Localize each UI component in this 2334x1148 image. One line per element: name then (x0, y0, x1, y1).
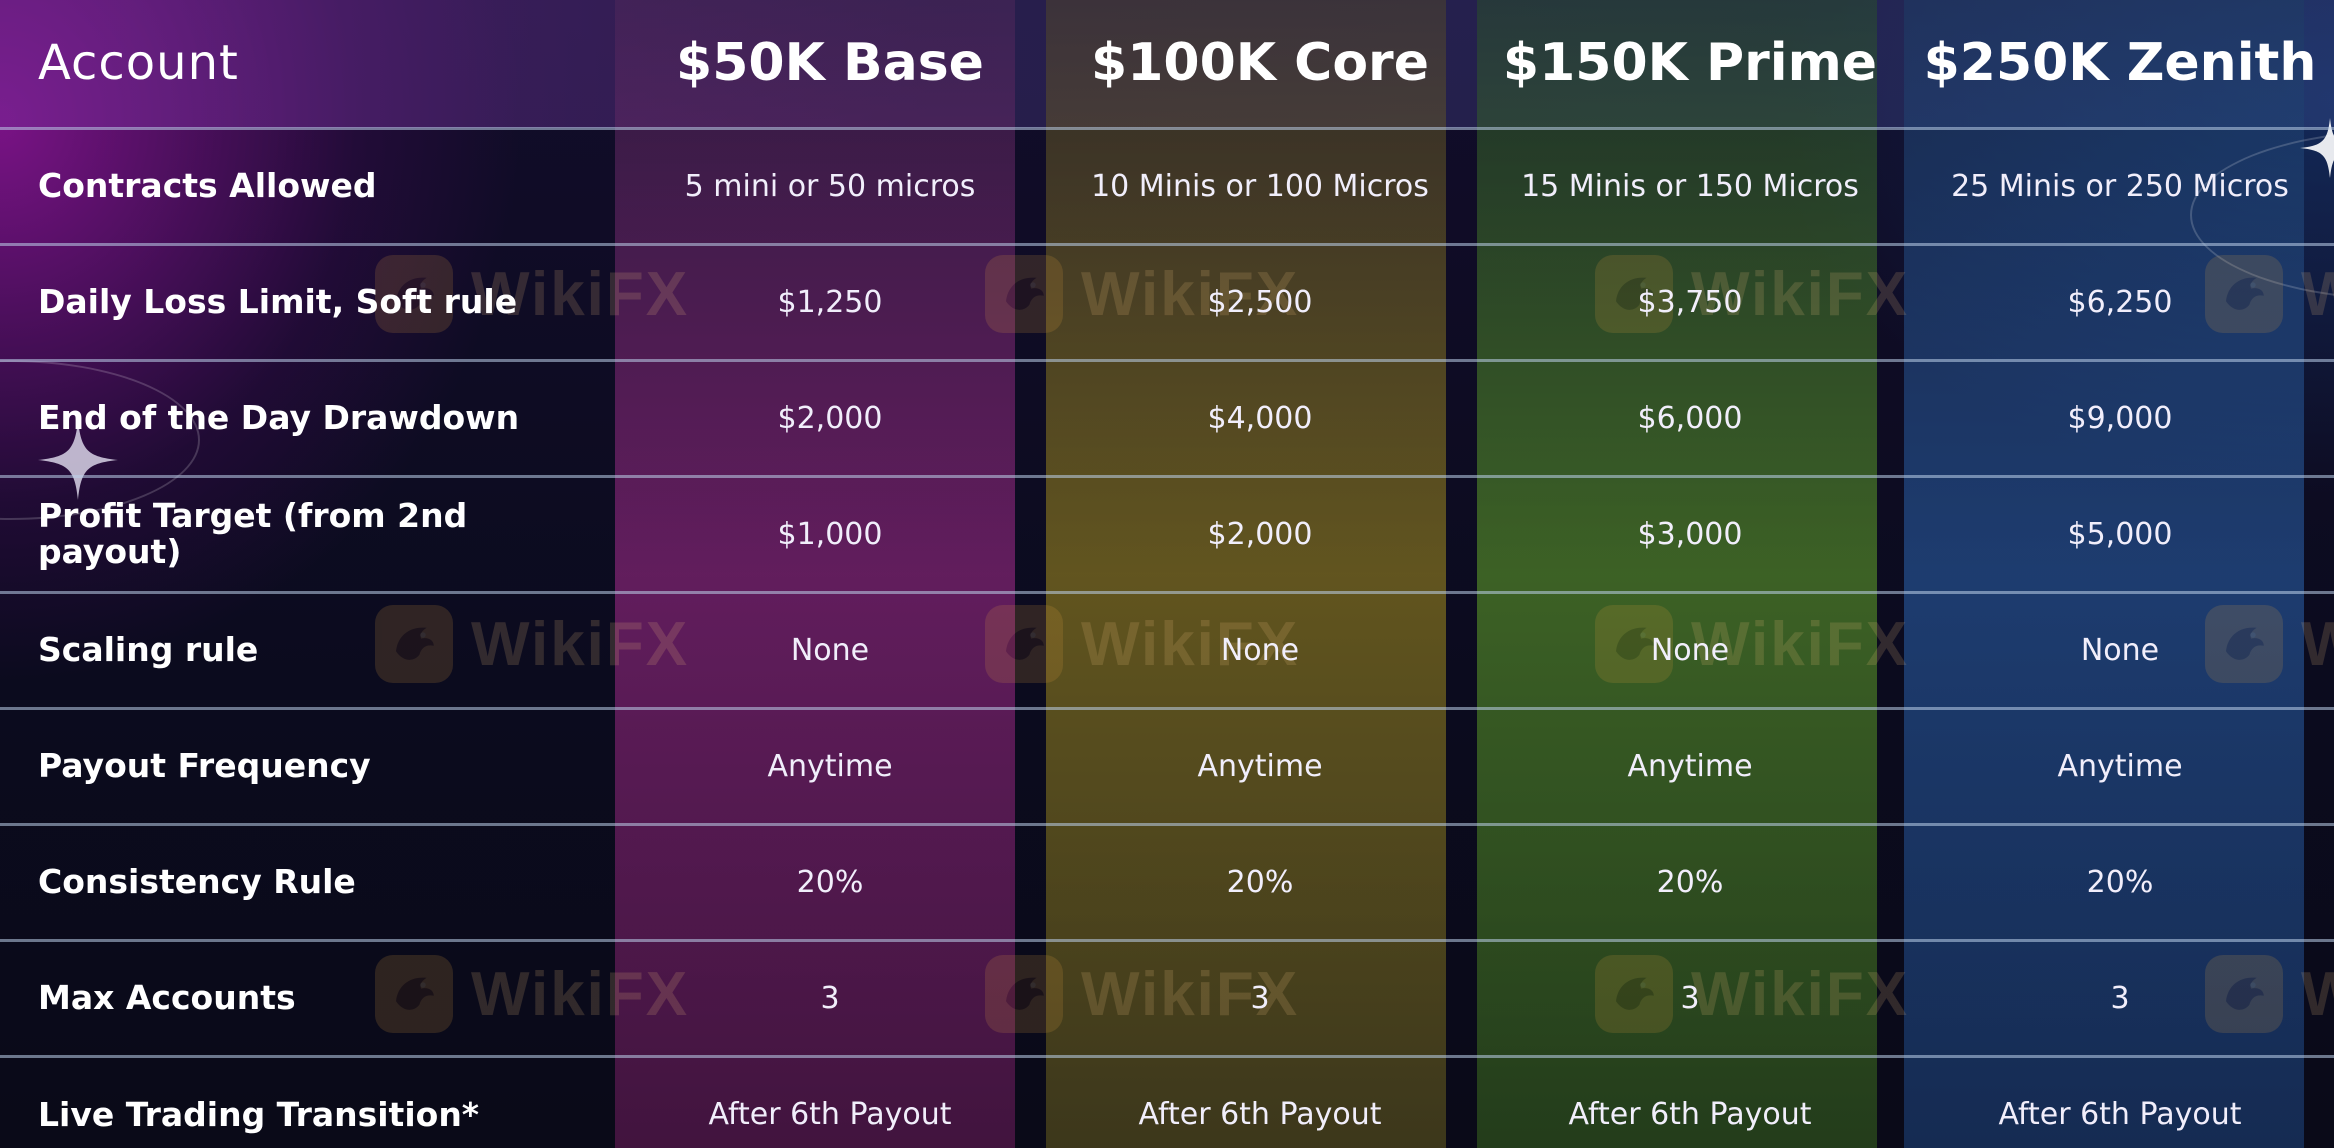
row-label-end-of-day-drawdown: End of the Day Drawdown (38, 398, 520, 437)
table-cell: $5,000 (2067, 516, 2173, 552)
column-band-core (1046, 0, 1446, 1148)
table-cell: $6,250 (2067, 284, 2173, 320)
table-cell: $1,000 (777, 516, 883, 552)
table-row: Consistency Rule 20% 20% 20% 20% (0, 824, 2334, 940)
row-label-contracts-allowed: Contracts Allowed (38, 166, 377, 205)
sparkle-icon (2300, 118, 2334, 178)
table-cell: 20% (796, 864, 864, 900)
table-cell: None (1650, 632, 1730, 668)
table-cell: $1,250 (777, 284, 883, 320)
plan-header-50k-base: $50K Base (676, 33, 984, 94)
table-cell: 20% (1656, 864, 1724, 900)
table-row: Live Trading Transition* After 6th Payou… (0, 1056, 2334, 1148)
row-label-live-trading-transition: Live Trading Transition* (38, 1094, 480, 1134)
table-cell: After 6th Payout (1998, 1097, 2242, 1133)
table-cell: Anytime (767, 748, 893, 784)
plan-header-250k-zenith: $250K Zenith (1923, 33, 2317, 94)
table-cell: Anytime (2057, 748, 2183, 784)
row-label-consistency-rule: Consistency Rule (38, 862, 356, 901)
plan-header-100k-core: $100K Core (1091, 33, 1429, 94)
plan-header-150k-prime: $150K Prime (1502, 33, 1878, 94)
account-column-header: Account (38, 35, 239, 92)
table-cell: 3 (2110, 980, 2130, 1016)
table-row: Contracts Allowed 5 mini or 50 micros 10… (0, 128, 2334, 244)
table-row: End of the Day Drawdown $2,000 $4,000 $6… (0, 360, 2334, 476)
column-band-prime (1477, 0, 1877, 1148)
table-cell: After 6th Payout (708, 1097, 952, 1133)
table-cell: After 6th Payout (1138, 1097, 1382, 1133)
table-cell: $6,000 (1637, 400, 1743, 436)
table-row: Daily Loss Limit, Soft rule $1,250 $2,50… (0, 244, 2334, 360)
sparkle-icon (38, 420, 118, 500)
table-cell: 3 (1250, 980, 1270, 1016)
table-cell: None (1220, 632, 1300, 668)
row-label-payout-frequency: Payout Frequency (38, 746, 371, 785)
table-row: Max Accounts 3 3 3 3 (0, 940, 2334, 1056)
table-cell: $4,000 (1207, 400, 1313, 436)
table-cell: $2,500 (1207, 284, 1313, 320)
table-cell: 3 (1680, 980, 1700, 1016)
table-cell: $9,000 (2067, 400, 2173, 436)
table-cell: $2,000 (777, 400, 883, 436)
table-cell: Anytime (1197, 748, 1323, 784)
table-row: Payout Frequency Anytime Anytime Anytime… (0, 708, 2334, 824)
column-band-base (615, 0, 1015, 1148)
table-cell: 3 (820, 980, 840, 1016)
row-label-profit-target: Profit Target (from 2nd payout) (38, 496, 468, 571)
table-cell: Anytime (1627, 748, 1753, 784)
table-row: Profit Target (from 2nd payout) $1,000 $… (0, 476, 2334, 592)
table-cell: 25 Minis or 250 Micros (1951, 168, 2289, 204)
table-cell: $2,000 (1207, 516, 1313, 552)
table-header-row: Account $50K Base $100K Core $150K Prime… (0, 0, 2334, 128)
table-cell: None (2080, 632, 2160, 668)
table-cell: 20% (1226, 864, 1294, 900)
row-label-max-accounts: Max Accounts (38, 978, 296, 1017)
table-cell: 15 Minis or 150 Micros (1521, 168, 1859, 204)
table-cell: After 6th Payout (1568, 1097, 1812, 1133)
table-cell: 5 mini or 50 micros (684, 168, 976, 204)
row-label-daily-loss-limit: Daily Loss Limit, Soft rule (38, 282, 518, 321)
table-cell: $3,000 (1637, 516, 1743, 552)
table-cell: 20% (2086, 864, 2154, 900)
table-cell: $3,750 (1637, 284, 1743, 320)
row-label-scaling-rule: Scaling rule (38, 630, 259, 669)
table-cell: None (790, 632, 870, 668)
table-row: Scaling rule None None None None (0, 592, 2334, 708)
table-cell: 10 Minis or 100 Micros (1091, 168, 1429, 204)
